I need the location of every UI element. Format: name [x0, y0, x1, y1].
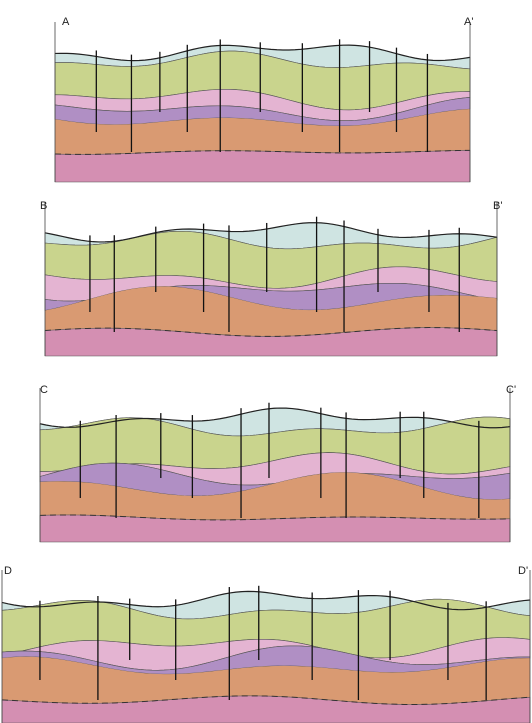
- section-end-label: A': [464, 16, 473, 28]
- section-start-label: A: [62, 16, 70, 28]
- section-start-label: D: [4, 565, 12, 577]
- section-start-label: C: [40, 384, 48, 396]
- section-end-label: C': [506, 384, 516, 396]
- cross-sections: A A' B B' C C' D D': [0, 0, 532, 723]
- section-end-label: D': [518, 565, 528, 577]
- section-start-label: B: [40, 200, 47, 212]
- rock-layer: [55, 150, 470, 182]
- section-end-label: B': [493, 200, 502, 212]
